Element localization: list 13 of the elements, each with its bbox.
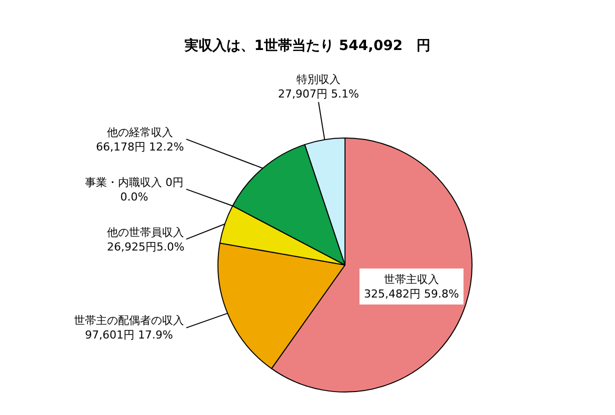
data-label: 27,907円 5.1%: [278, 87, 359, 100]
data-label: 325,482円 59.8%: [364, 287, 459, 300]
slice-label: 他の世帯員収入: [107, 226, 184, 239]
slice-label: 特別収入: [296, 73, 340, 86]
slice-label: 他の経常収入: [106, 126, 173, 139]
text: 0.0%: [120, 190, 148, 204]
category-label: 事業・内職収入 0円: [85, 176, 184, 189]
data-label: 97,601円 17.9%: [85, 328, 173, 342]
chart-title: 実収入は、1世帯当たり 544,092 円: [184, 36, 431, 54]
data-label: 26,925円5.0%: [107, 240, 184, 254]
slice-label: 世帯主の配偶者の収入: [74, 314, 184, 327]
data-label: 66,178円 12.2%: [96, 140, 184, 154]
slice-label: 世帯主収入: [384, 273, 439, 286]
